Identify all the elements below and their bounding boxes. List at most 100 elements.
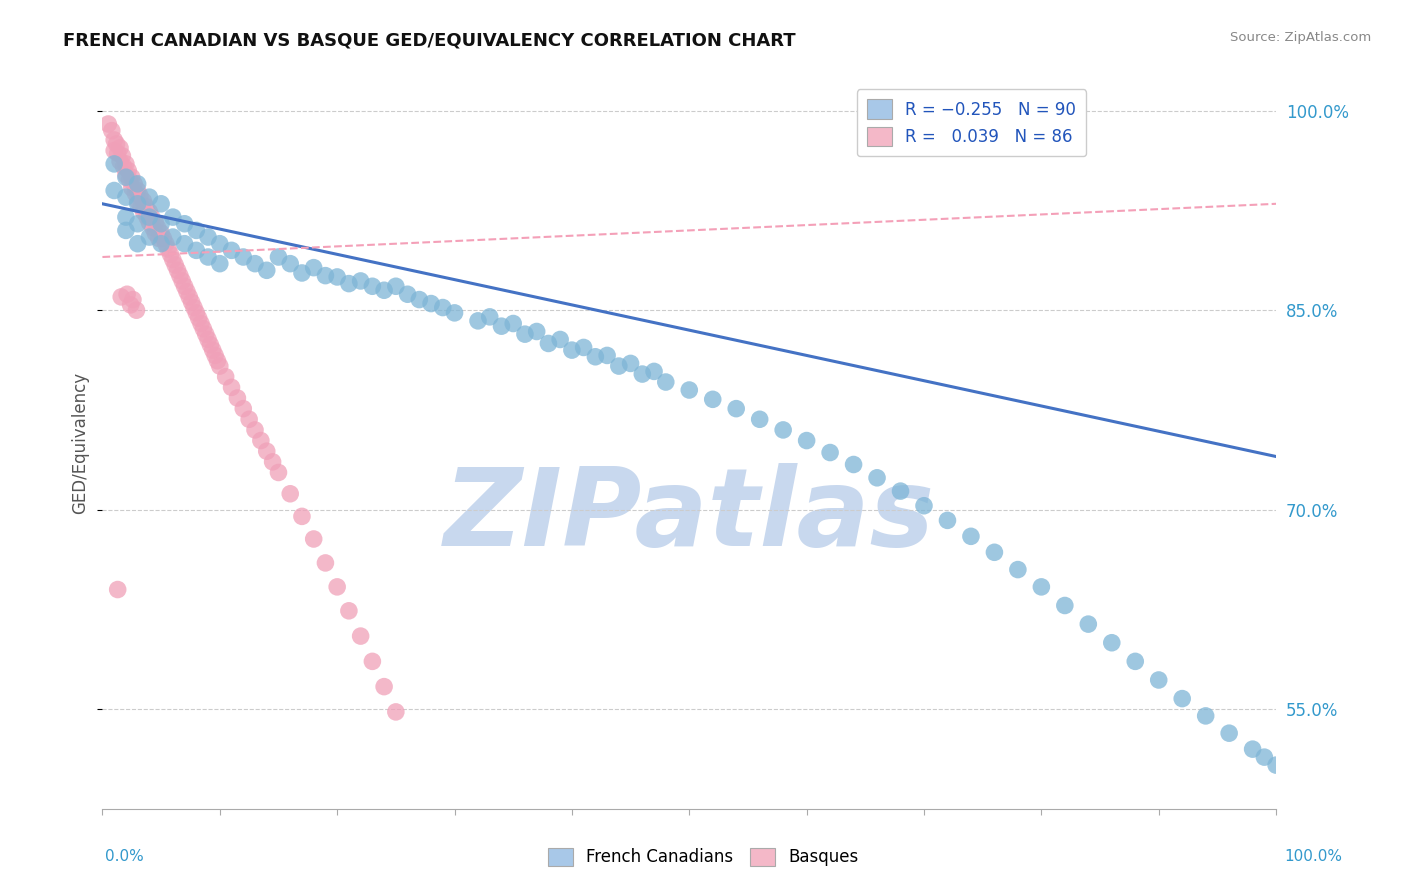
- Point: [190, 317, 212, 331]
- Point: [122, 177, 145, 191]
- Point: [207, 353, 229, 368]
- Point: [138, 215, 160, 229]
- Point: [197, 250, 219, 264]
- Point: [221, 380, 243, 394]
- Point: [1077, 617, 1099, 632]
- Point: [291, 509, 314, 524]
- Point: [478, 310, 501, 324]
- Point: [256, 444, 278, 458]
- Point: [262, 455, 284, 469]
- Point: [491, 319, 513, 334]
- Legend: R = −0.255   N = 90, R =   0.039   N = 86: R = −0.255 N = 90, R = 0.039 N = 86: [856, 89, 1085, 156]
- Point: [197, 230, 219, 244]
- Point: [655, 375, 678, 389]
- Point: [396, 287, 419, 301]
- Point: [1218, 726, 1240, 740]
- Point: [866, 471, 889, 485]
- Point: [125, 303, 148, 318]
- Text: ZIPatlas: ZIPatlas: [444, 463, 935, 569]
- Point: [121, 181, 143, 195]
- Point: [127, 194, 149, 208]
- Point: [200, 338, 222, 352]
- Point: [1031, 580, 1053, 594]
- Point: [526, 325, 548, 339]
- Point: [150, 217, 173, 231]
- Point: [420, 296, 443, 310]
- Point: [136, 210, 159, 224]
- Point: [643, 364, 665, 378]
- Point: [513, 327, 536, 342]
- Point: [124, 186, 146, 201]
- Point: [107, 582, 129, 597]
- Point: [183, 301, 205, 315]
- Point: [115, 190, 138, 204]
- Point: [107, 146, 129, 161]
- Point: [912, 499, 935, 513]
- Point: [256, 263, 278, 277]
- Point: [842, 458, 865, 472]
- Point: [150, 196, 173, 211]
- Point: [150, 236, 173, 251]
- Point: [101, 123, 124, 137]
- Point: [291, 266, 314, 280]
- Point: [232, 250, 254, 264]
- Point: [155, 236, 177, 251]
- Point: [1007, 563, 1029, 577]
- Point: [1147, 673, 1170, 687]
- Point: [173, 217, 195, 231]
- Point: [127, 177, 149, 191]
- Point: [165, 258, 187, 272]
- Point: [127, 184, 149, 198]
- Point: [105, 136, 128, 151]
- Point: [936, 513, 959, 527]
- Point: [129, 199, 152, 213]
- Point: [162, 252, 184, 267]
- Point: [115, 287, 138, 301]
- Point: [159, 247, 181, 261]
- Point: [226, 391, 249, 405]
- Point: [143, 215, 166, 229]
- Point: [173, 236, 195, 251]
- Point: [129, 189, 152, 203]
- Point: [232, 401, 254, 416]
- Point: [631, 367, 654, 381]
- Point: [208, 236, 231, 251]
- Point: [443, 306, 465, 320]
- Text: Source: ZipAtlas.com: Source: ZipAtlas.com: [1230, 31, 1371, 45]
- Point: [150, 226, 173, 240]
- Point: [889, 484, 911, 499]
- Point: [121, 170, 143, 185]
- Point: [108, 154, 131, 169]
- Text: 0.0%: 0.0%: [105, 849, 145, 864]
- Point: [748, 412, 770, 426]
- Point: [103, 157, 125, 171]
- Point: [172, 274, 194, 288]
- Point: [138, 204, 160, 219]
- Point: [432, 301, 454, 315]
- Point: [108, 141, 131, 155]
- Point: [176, 285, 198, 299]
- Point: [173, 279, 195, 293]
- Point: [583, 350, 606, 364]
- Point: [122, 293, 145, 307]
- Point: [132, 204, 155, 219]
- Point: [115, 170, 138, 185]
- Point: [250, 434, 273, 448]
- Point: [385, 705, 408, 719]
- Point: [1171, 691, 1194, 706]
- Point: [337, 604, 360, 618]
- Point: [1053, 599, 1076, 613]
- Point: [818, 445, 841, 459]
- Point: [146, 220, 169, 235]
- Point: [983, 545, 1005, 559]
- Point: [179, 290, 201, 304]
- Point: [1253, 750, 1275, 764]
- Point: [238, 412, 260, 426]
- Point: [619, 356, 641, 370]
- Point: [385, 279, 408, 293]
- Point: [548, 333, 571, 347]
- Point: [201, 343, 224, 358]
- Point: [678, 383, 700, 397]
- Point: [408, 293, 430, 307]
- Point: [127, 236, 149, 251]
